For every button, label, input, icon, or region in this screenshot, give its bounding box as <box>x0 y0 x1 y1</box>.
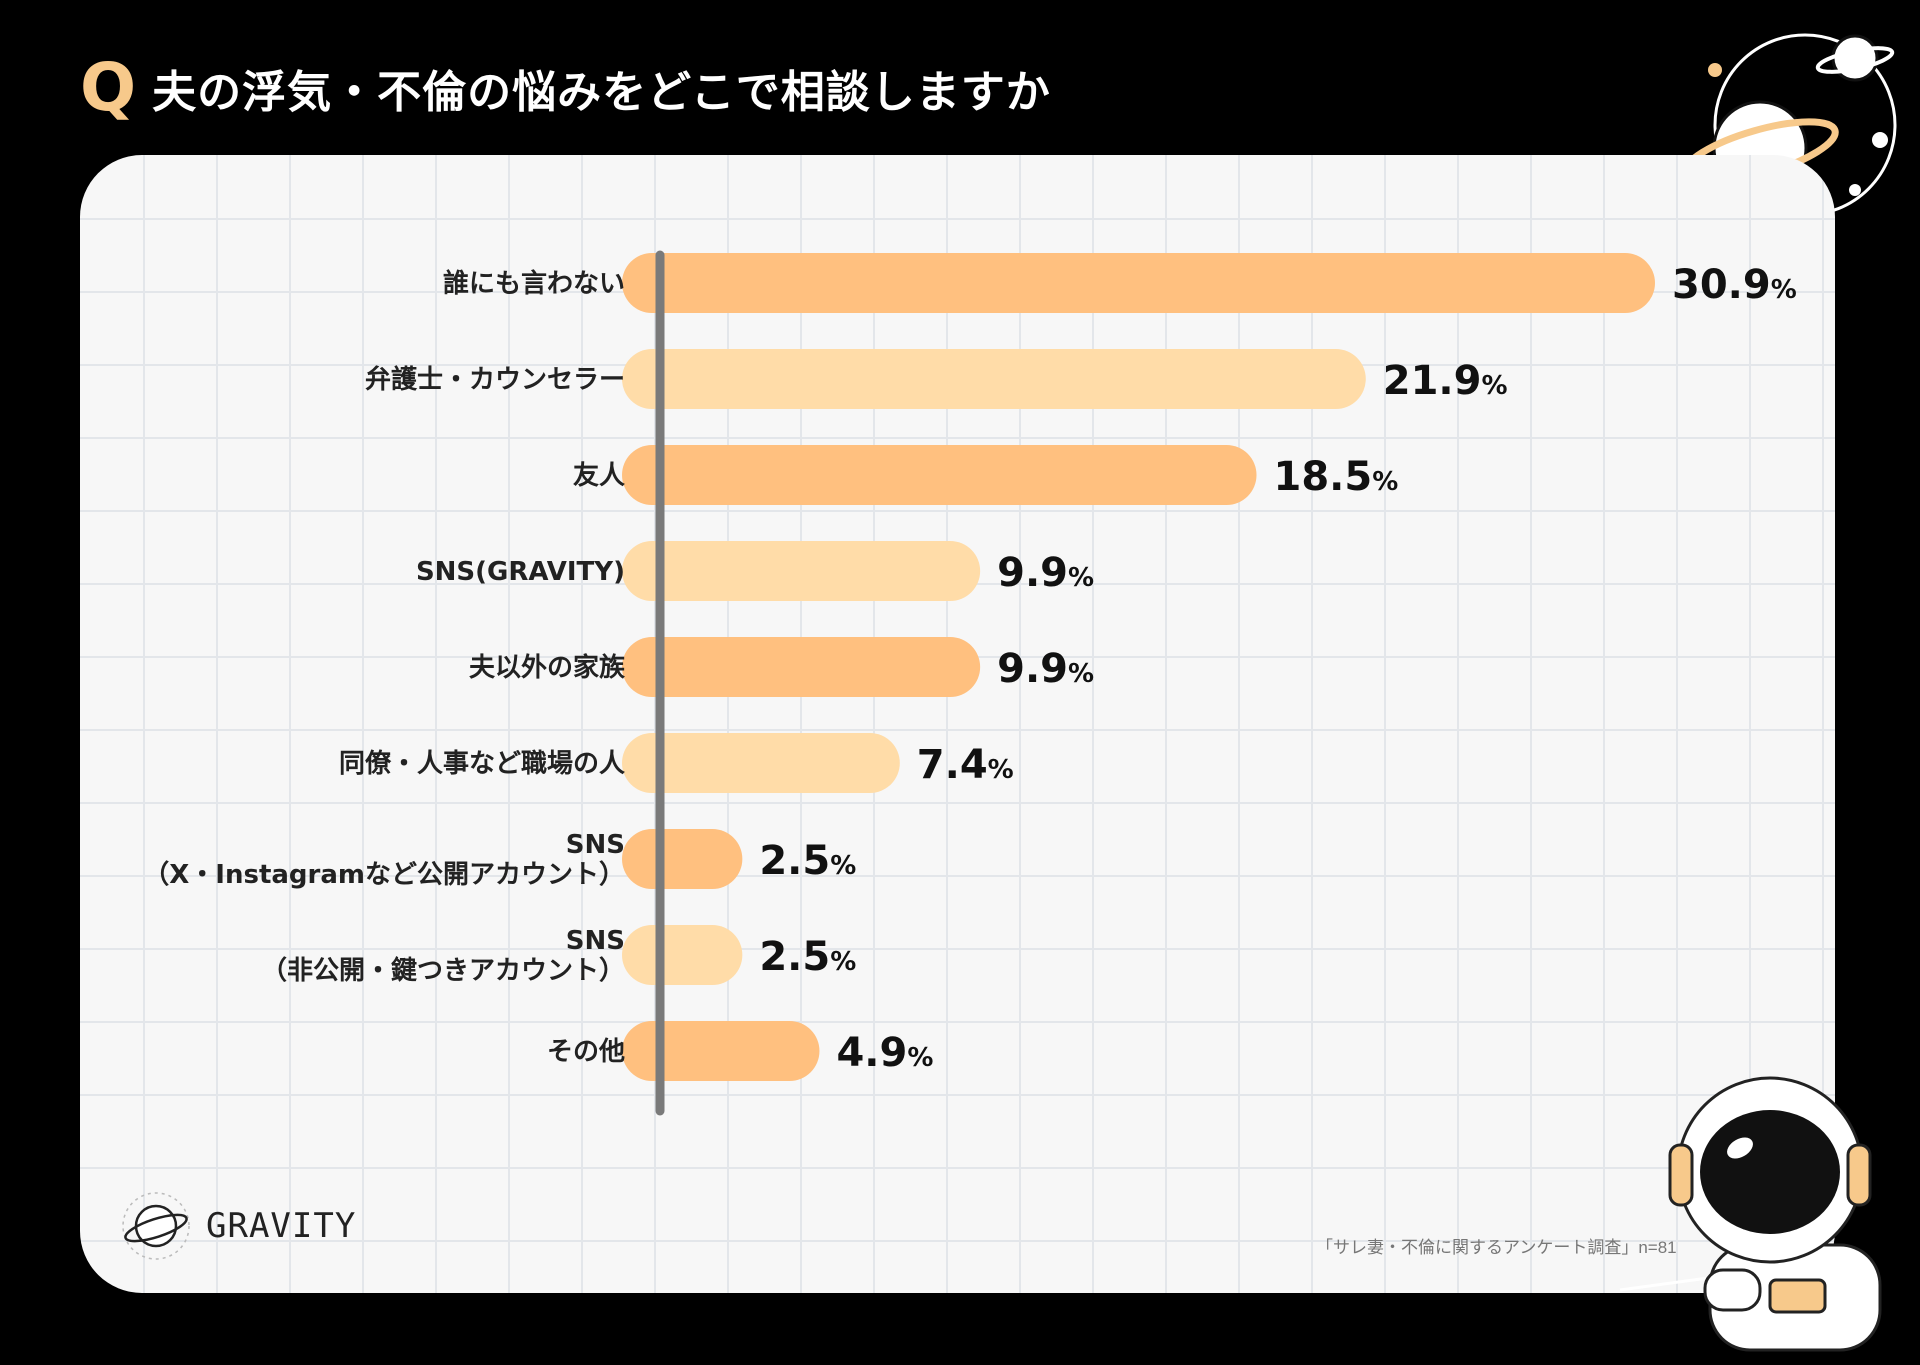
data-label-value: 21.9 <box>1383 358 1482 404</box>
category-label: SNS （X・Instagramなど公開アカウント） <box>143 830 625 890</box>
data-label-value: 4.9 <box>836 1030 907 1076</box>
category-label-line: 友人 <box>573 461 625 491</box>
category-label-line: （X・Instagramなど公開アカウント） <box>143 860 625 890</box>
bar <box>622 541 981 601</box>
chart-panel: 30.9% 誰にも言わない 21.9% 弁護士・カウンセラー 18.5% 友人 9.9% SN… <box>80 155 1835 1293</box>
astronaut-illustration-icon <box>1619 1076 1882 1352</box>
bar <box>622 637 981 697</box>
category-label: 同僚・人事など職場の人 <box>339 749 625 779</box>
data-label: 18.5% <box>1274 454 1399 500</box>
logo-text: GRAVITY <box>206 1206 357 1246</box>
category-label-line: SNS(GRAVITY) <box>416 557 625 587</box>
data-label-unit: % <box>1771 275 1797 305</box>
data-label-value: 2.5 <box>759 838 830 884</box>
category-label-line: SNS <box>566 926 625 956</box>
bar <box>622 829 743 889</box>
category-label: 弁護士・カウンセラー <box>365 364 625 395</box>
data-label-unit: % <box>907 1043 933 1073</box>
data-label-value: 9.9 <box>997 550 1068 596</box>
data-label: 7.4% <box>917 742 1014 788</box>
category-label: 誰にも言わない <box>443 268 625 299</box>
category-label-line: SNS <box>566 830 625 860</box>
data-label: 9.9% <box>997 646 1094 692</box>
category-label-line: 同僚・人事など職場の人 <box>339 749 625 779</box>
category-label: SNS （非公開・鍵つきアカウント） <box>261 926 625 986</box>
bar-chart: 30.9% 誰にも言わない 21.9% 弁護士・カウンセラー 18.5% 友人 9.9% SN… <box>143 250 1797 1116</box>
bar <box>622 445 1257 505</box>
data-label: 30.9% <box>1672 262 1797 308</box>
category-label-line: 誰にも言わない <box>443 268 625 299</box>
data-label-value: 30.9 <box>1672 262 1771 308</box>
data-label-value: 18.5 <box>1274 454 1373 500</box>
bar <box>622 1021 820 1081</box>
category-label: 夫以外の家族 <box>469 652 626 683</box>
category-label: SNS(GRAVITY) <box>416 557 625 587</box>
data-label: 2.5% <box>759 934 856 980</box>
category-label: その他 <box>547 1037 625 1067</box>
category-label-line: （非公開・鍵つきアカウント） <box>261 955 625 986</box>
gravity-logo: GRAVITY <box>120 1190 356 1262</box>
data-label-value: 9.9 <box>997 646 1068 692</box>
data-label-unit: % <box>1372 467 1398 497</box>
data-label: 9.9% <box>997 550 1094 596</box>
planet-logo-icon <box>122 1192 190 1260</box>
data-label-value: 2.5 <box>759 934 830 980</box>
data-label: 4.9% <box>836 1030 933 1076</box>
data-label-unit: % <box>1481 371 1507 401</box>
chart-title: 夫の浮気・不倫の悩みをどこで相談しますか <box>152 67 1051 118</box>
bar <box>622 349 1366 409</box>
bar <box>622 253 1655 313</box>
category-label-line: 夫以外の家族 <box>469 652 626 683</box>
bar <box>622 733 900 793</box>
data-label: 2.5% <box>759 838 856 884</box>
data-label-unit: % <box>1068 563 1094 593</box>
category-label-line: 弁護士・カウンセラー <box>365 364 625 395</box>
data-label-value: 7.4 <box>917 742 988 788</box>
category-label: 友人 <box>573 461 625 491</box>
data-label-unit: % <box>830 851 856 881</box>
source-note: 「サレ妻・不倫に関するアンケート調査」n=81 <box>1316 1238 1677 1257</box>
data-label: 21.9% <box>1383 358 1508 404</box>
bar <box>622 925 743 985</box>
data-label-unit: % <box>988 755 1014 785</box>
q-icon: Q <box>80 49 136 126</box>
data-label-unit: % <box>830 947 856 977</box>
data-label-unit: % <box>1068 659 1094 689</box>
chart-title-row: Q 夫の浮気・不倫の悩みをどこで相談しますか <box>80 48 1051 128</box>
category-label-line: その他 <box>547 1037 625 1067</box>
